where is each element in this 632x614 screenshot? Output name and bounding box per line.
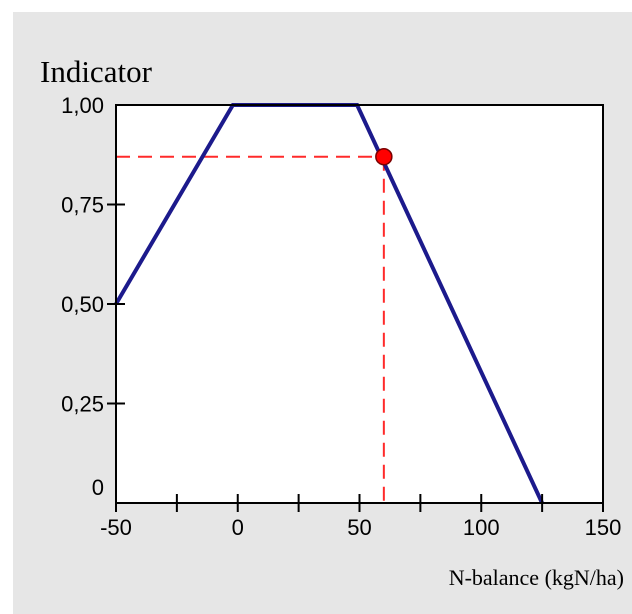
x-tick-label: 100 — [463, 515, 500, 540]
x-tick-label: 150 — [585, 515, 622, 540]
y-tick-label: 0,25 — [61, 392, 104, 417]
x-tick-label: 0 — [232, 515, 244, 540]
x-tick-label: 50 — [347, 515, 371, 540]
y-axis: 0 0,25 0,50 0,75 1,00 — [61, 93, 125, 500]
x-tick-label: -50 — [100, 515, 132, 540]
reference-lines — [116, 155, 385, 503]
y-tick-label: 1,00 — [61, 93, 104, 118]
plot-area — [116, 105, 603, 503]
x-axis-label: N-balance (kgN/ha) — [449, 565, 624, 590]
y-tick-label: 0,75 — [61, 193, 104, 218]
highlight-layer — [375, 147, 393, 166]
y-axis-label: Indicator — [40, 54, 153, 89]
x-axis: -50 0 50 100 150 — [100, 494, 621, 540]
y-tick-label: 0 — [92, 475, 104, 500]
y-tick-label: 0,50 — [61, 292, 104, 317]
highlight-point — [375, 147, 393, 166]
